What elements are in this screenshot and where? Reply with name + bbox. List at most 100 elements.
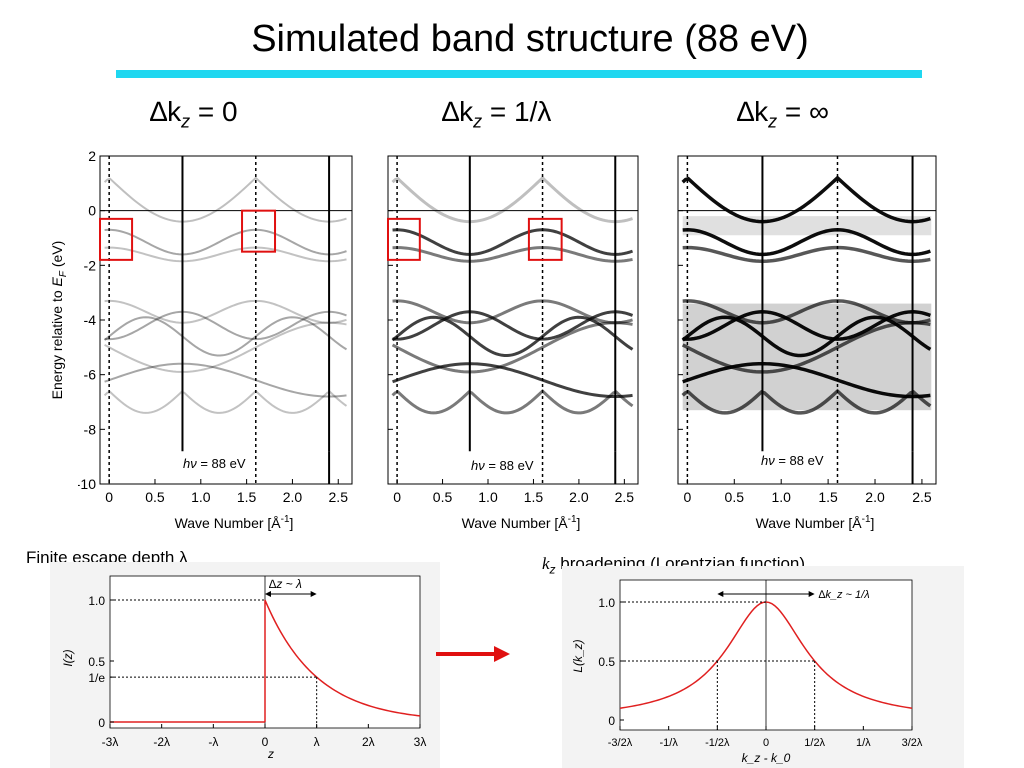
x-axis-label: k_z - k_0 [742, 751, 791, 765]
band-plot-dkz-inverse-lambda: 0 0.5 1.0 1.5 2.0 2.5 Wave Number [Å-1] hν = 88… [387, 155, 639, 531]
x-tick-label: 1.0 [191, 489, 211, 505]
x-axis-label: z [267, 747, 274, 761]
header-dkz-zero: ∆kz = 0 [150, 96, 238, 132]
x-tick-label: 2.0 [283, 489, 303, 505]
lorentzian-plot: 1.0 0.5 0 -3/2λ -1/λ -1/2λ 0 1/2λ 1/λ 3/2λ k_z - k… [571, 579, 923, 765]
band-curve [682, 228, 931, 257]
x-axis-label: Wave Number [Å-1] [462, 514, 581, 531]
band-curve [391, 315, 634, 358]
x-tick-label: 1.0 [478, 489, 498, 505]
y-tick-label: -2 [84, 257, 97, 273]
highlight-box [527, 217, 563, 261]
x-tick-label: 1.5 [237, 489, 257, 505]
band-curve [681, 315, 932, 358]
x-tick-label: 0.5 [433, 489, 453, 505]
x-tick-label: 1.5 [818, 489, 838, 505]
y-tick-label: 0.5 [598, 655, 615, 669]
band-curve [104, 228, 347, 256]
x-tick-label: 0 [393, 489, 401, 505]
title-underline [116, 70, 922, 78]
y-tick-label: -10 [78, 476, 96, 492]
band-curve [104, 299, 347, 324]
escape-depth-plot: 1.0 0.5 1/e 0 -3λ -2λ -λ 0 λ 2λ 3λ z I(z) ∆z ~ λ [61, 575, 427, 761]
photon-energy-label: hν = 88 eV [471, 458, 534, 473]
dk-arrowhead [808, 591, 815, 597]
x-tick-label: 0 [105, 489, 113, 505]
band-ylabel: Energy relative to EF (eV) [49, 241, 69, 400]
band-curve [392, 362, 633, 399]
band-curve [681, 388, 932, 415]
y-tick-label: 1.0 [88, 594, 105, 608]
x-tick-label: -λ [208, 735, 218, 749]
header-dkz-inverse-lambda: ∆kz = 1/λ [442, 96, 552, 132]
y-tick-label: -6 [84, 367, 97, 383]
y-axis-label: L(k_z) [571, 639, 585, 672]
band-plot-dkz-infinity: 0 0.5 1.0 1.5 2.0 2.5 Wave Number [Å-1] hν = 88… [677, 155, 937, 531]
x-tick-label: 2.0 [865, 489, 885, 505]
band-curve [391, 321, 633, 374]
x-tick-label: 3λ [414, 735, 427, 749]
x-tick-label: -1/2λ [705, 737, 730, 749]
slide-title: Simulated band structure (88 eV) [251, 18, 809, 60]
x-tick-label: 0.5 [725, 489, 745, 505]
x-tick-label: -2λ [153, 735, 170, 749]
band-curve [104, 310, 347, 341]
y-axis-label: I(z) [61, 649, 75, 666]
band-curve [391, 175, 634, 224]
x-tick-label: -3λ [102, 735, 119, 749]
y-tick-label: 0 [608, 714, 615, 728]
y-tick-label: 2 [88, 148, 96, 164]
x-tick-label: 0.5 [145, 489, 165, 505]
x-tick-label: 1/λ [856, 737, 871, 749]
y-tick-label: 1/e [88, 671, 105, 685]
band-curve [391, 389, 634, 415]
band-curve [681, 320, 931, 374]
band-curve [104, 321, 347, 373]
x-tick-label: λ [314, 735, 320, 749]
highlight-box [99, 217, 134, 261]
band-curve [392, 228, 634, 256]
header-dkz-infinity: ∆kz = ∞ [737, 96, 830, 132]
dz-arrowhead [265, 591, 271, 597]
x-tick-label: 2.5 [912, 489, 932, 505]
y-tick-label: 1.0 [598, 596, 615, 610]
x-tick-label: 2.5 [329, 489, 349, 505]
dz-arrowhead [310, 591, 317, 597]
band-ylabel-svg: Energy relative to EF (eV) [49, 241, 69, 400]
transform-arrow [436, 646, 510, 662]
x-tick-label: 2λ [362, 735, 375, 749]
band-curve [392, 246, 633, 263]
y-tick-label: -4 [84, 312, 97, 328]
y-tick-label: 0 [88, 203, 96, 219]
highlight-box [387, 217, 421, 261]
x-tick-label: -3/2λ [608, 737, 633, 749]
photon-energy-label: hν = 88 eV [761, 453, 824, 468]
dk-arrowhead [717, 591, 724, 597]
intensity-decay-curve [264, 599, 421, 722]
band-curve [681, 175, 931, 224]
arrow-head [494, 646, 510, 662]
x-tick-label: 2.5 [615, 489, 635, 505]
band-curve [104, 246, 347, 263]
broadened-band-region [682, 216, 932, 236]
dk-annotation: ∆k_z ~ 1/λ [819, 589, 870, 601]
x-tick-label: 0 [262, 735, 269, 749]
photon-energy-label: hν = 88 eV [183, 456, 246, 471]
x-tick-label: -1/λ [659, 737, 678, 749]
x-tick-label: 0 [763, 737, 769, 749]
band-curve [103, 176, 347, 223]
band-curve [392, 299, 633, 325]
band-curve [682, 310, 931, 341]
x-tick-label: 2.0 [569, 489, 589, 505]
x-axis-label: Wave Number [Å-1] [756, 514, 875, 531]
x-tick-label: 1/2λ [804, 737, 825, 749]
broadened-band-region [682, 303, 932, 411]
dz-annotation: ∆z ~ λ [269, 577, 302, 591]
x-tick-label: 0 [683, 489, 691, 505]
highlight-box [241, 209, 277, 253]
band-curve [682, 245, 931, 263]
y-tick-label: 0.5 [88, 655, 105, 669]
x-tick-label: 3/2λ [902, 737, 923, 749]
y-tick-label: 0 [98, 716, 105, 730]
band-curve [104, 362, 347, 398]
